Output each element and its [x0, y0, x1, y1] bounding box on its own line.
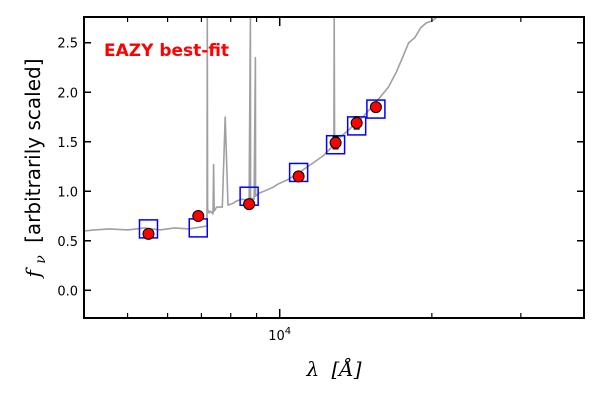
plot-frame: [83, 16, 585, 319]
observed-point-marker: [329, 136, 342, 149]
y-axis-title: f ν [arbitrarily scaled]: [21, 58, 50, 279]
y-tick-label: 1.5: [57, 136, 78, 151]
y-tick-label: 1.0: [57, 185, 78, 200]
observed-point-marker: [192, 210, 205, 223]
x-axis-symbol: λ: [305, 357, 319, 381]
observed-point-marker: [142, 227, 155, 240]
y-axis-symbol-sub: ν: [33, 255, 49, 264]
y-tick-label: 0.5: [57, 235, 78, 250]
plot-area: [84, 17, 438, 240]
x-tick-label: 104: [268, 326, 291, 344]
model-square-marker: [325, 134, 346, 155]
annotation: EAZY best-fit: [104, 41, 229, 61]
model-square-marker: [366, 99, 386, 119]
y-tick-label: 2.5: [57, 37, 78, 52]
y-axis-symbol: f: [21, 267, 45, 280]
y-tick-label: 2.0: [57, 86, 78, 101]
observed-point-marker: [369, 101, 382, 114]
x-axis-unit: [Å]: [331, 356, 361, 381]
y-axis-label: [arbitrarily scaled]: [21, 58, 45, 242]
y-tick-label: 0.0: [57, 284, 78, 299]
x-axis-title: λ [Å]: [305, 356, 361, 381]
observed-point-marker: [243, 198, 256, 211]
observed-point-marker: [350, 116, 363, 129]
observed-point-marker: [292, 170, 305, 183]
